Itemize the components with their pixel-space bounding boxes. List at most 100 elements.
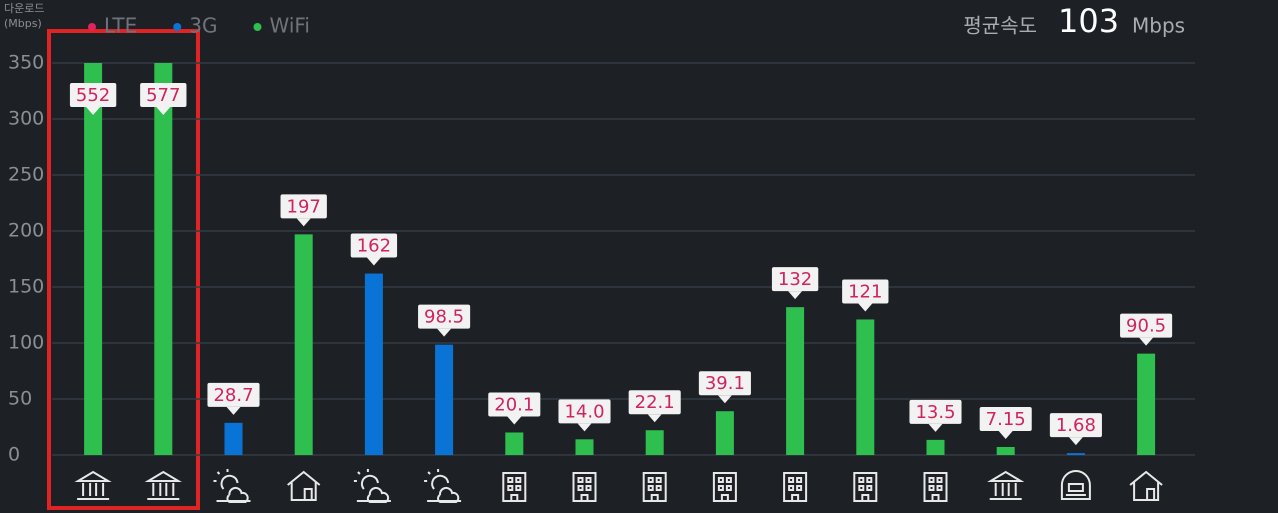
icon-shape [1060, 470, 1091, 500]
plot-area [84, 63, 1156, 455]
bar [294, 234, 313, 455]
bar [645, 430, 664, 455]
data-label: 14.0 [558, 399, 611, 432]
data-label-box [1049, 413, 1102, 438]
icon-shape [987, 470, 1025, 500]
data-label-text: 14.0 [564, 401, 604, 422]
data-label-box [628, 390, 681, 415]
data-label-box [488, 392, 541, 417]
data-label-text: 22.1 [635, 392, 675, 413]
y-tick-label: 300 [8, 108, 44, 130]
category-icon [712, 472, 737, 502]
data-label-pointer [998, 430, 1013, 439]
data-label: 98.5 [418, 304, 471, 337]
category-icon [923, 472, 948, 502]
data-label-text: 39.1 [705, 373, 745, 394]
data-label-pointer [577, 423, 592, 432]
bar [996, 446, 1015, 455]
category-icon [424, 469, 462, 503]
bar [154, 63, 173, 455]
y-tick-label: 200 [8, 220, 44, 242]
data-label-pointer [1139, 337, 1154, 346]
icon-shape [783, 472, 808, 502]
icon-shape [424, 469, 462, 503]
legend-dot [253, 23, 262, 31]
data-label-box [979, 406, 1032, 431]
y-tick-label: 0 [8, 444, 20, 466]
data-label-pointer [296, 218, 311, 227]
category-icon [502, 472, 527, 502]
data-label-pointer [1068, 437, 1083, 446]
icon-shape [144, 470, 182, 500]
category-icon [353, 469, 391, 503]
icon-shape [502, 472, 527, 502]
y-tick-label: 350 [8, 52, 44, 74]
legend-dot [173, 23, 182, 31]
data-label-pointer [226, 406, 241, 415]
y-unit: (Mbps) [4, 17, 42, 30]
data-label-box [207, 382, 260, 407]
category-icon [144, 470, 182, 500]
data-label: 577 [140, 83, 187, 115]
data-label-text: 98.5 [424, 307, 464, 328]
icon-shape [287, 470, 321, 501]
bar [1066, 453, 1085, 455]
bar [364, 273, 383, 455]
data-label: 28.7 [207, 382, 260, 415]
category-icon [213, 469, 251, 503]
data-label: 132 [771, 267, 819, 300]
category-icon [783, 472, 808, 502]
data-label: 7.15 [979, 406, 1032, 439]
avg-label: 평균속도 [963, 14, 1037, 38]
icon-shape [853, 472, 878, 502]
category-icon [287, 470, 321, 501]
bar [1137, 353, 1156, 455]
bar [224, 422, 243, 455]
data-label-text: 197 [287, 196, 321, 217]
data-label-box [698, 371, 751, 396]
data-label: 20.1 [488, 392, 541, 425]
bar [786, 307, 805, 455]
data-label-text: 552 [76, 85, 110, 106]
data-label-text: 132 [778, 269, 812, 290]
legend-label: 3G [189, 14, 217, 38]
bar [435, 344, 454, 455]
bar [84, 63, 103, 455]
category-icon [987, 470, 1025, 500]
data-label: 39.1 [698, 371, 751, 404]
data-label: 1.68 [1049, 413, 1102, 446]
legend-label: LTE [104, 14, 137, 38]
data-label-pointer [788, 291, 803, 300]
data-label-box [909, 399, 962, 424]
icon-shape [353, 469, 391, 503]
data-label-pointer [156, 107, 171, 115]
data-label: 121 [842, 279, 889, 312]
highlight-box [47, 29, 200, 510]
y-tick-label: 50 [8, 388, 32, 410]
icon-shape [712, 472, 737, 502]
data-label-text: 28.7 [213, 385, 253, 406]
data-label-text: 1.68 [1056, 415, 1096, 436]
y-tick-label: 100 [8, 332, 44, 354]
category-icon [1060, 470, 1091, 500]
data-label: 13.5 [909, 399, 962, 432]
data-label: 552 [69, 83, 117, 115]
category-icon [74, 470, 112, 500]
category-icon [1129, 470, 1163, 501]
data-label-pointer [86, 107, 101, 115]
category-icon [642, 472, 667, 502]
data-label-box [558, 399, 611, 424]
legend-dot [88, 23, 96, 31]
bar [856, 319, 875, 455]
data-label-text: 577 [146, 85, 180, 106]
icon-shape [213, 469, 251, 503]
data-label-box [771, 267, 819, 292]
category-icon [853, 472, 878, 502]
data-label: 162 [350, 233, 398, 266]
icon-shape [1129, 470, 1163, 501]
data-label-pointer [717, 395, 732, 404]
data-label-box [140, 83, 187, 107]
bar [715, 411, 734, 455]
data-label: 22.1 [628, 390, 681, 423]
